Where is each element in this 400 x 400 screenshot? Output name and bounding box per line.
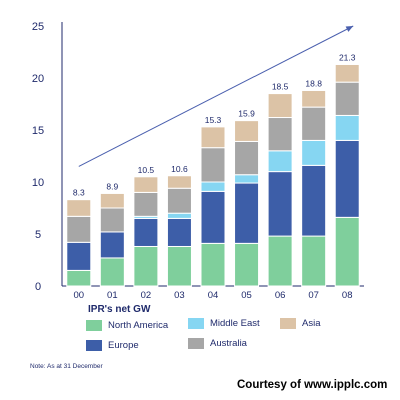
- y-tick-label: 20: [32, 73, 44, 85]
- x-tick-label: 01: [107, 290, 118, 300]
- legend-swatch-north-america: [86, 320, 102, 331]
- legend-swatch-asia: [280, 318, 296, 329]
- legend-item-asia: Asia: [280, 318, 320, 329]
- bar-segment-europe: [301, 164, 327, 237]
- bar-segment-north-america: [166, 245, 192, 287]
- bar-segment-north-america: [200, 242, 226, 287]
- courtesy-text: Courtesy of www.ipplc.com: [237, 379, 388, 391]
- legend-item-north-america: North America: [86, 320, 168, 331]
- bar-segment-middle-east: [334, 114, 360, 141]
- bar-segment-north-america: [99, 257, 125, 287]
- x-tick-label: 02: [141, 290, 152, 300]
- bar-segment-australia: [133, 191, 159, 217]
- legend-label-europe: Europe: [108, 340, 139, 351]
- legend-swatch-middle-east: [188, 318, 204, 329]
- bar-segment-australia: [99, 207, 125, 233]
- labels: 05101520258.3008.90110.50210.60315.30415…: [32, 21, 356, 300]
- bar-segment-middle-east: [200, 181, 226, 192]
- x-tick-label: 03: [174, 290, 185, 300]
- bar-segment-asia: [334, 63, 360, 83]
- bar-segment-north-america: [267, 235, 293, 287]
- legend-item-australia: Australia: [188, 338, 247, 349]
- bar-segment-europe: [166, 217, 192, 247]
- x-tick-label: 00: [73, 290, 84, 300]
- y-tick-label: 25: [32, 21, 44, 33]
- x-tick-label: 06: [275, 290, 286, 300]
- legend-label-australia: Australia: [210, 338, 247, 349]
- x-tick-label: 05: [241, 290, 252, 300]
- bar-segment-asia: [301, 89, 327, 108]
- bar-segment-australia: [234, 140, 260, 176]
- bar-segment-europe: [133, 217, 159, 247]
- legend-title: IPR's net GW: [88, 304, 151, 315]
- legend-item-middle-east: Middle East: [188, 318, 260, 329]
- y-tick-label: 10: [32, 177, 44, 189]
- bar-total-label: 10.6: [171, 164, 188, 174]
- x-tick-label: 07: [308, 290, 319, 300]
- bar-segment-middle-east: [267, 150, 293, 173]
- legend-swatch-australia: [188, 338, 204, 349]
- legend-label-north-america: North America: [108, 320, 169, 331]
- bar-segment-asia: [267, 93, 293, 119]
- bar-segment-north-america: [301, 235, 327, 287]
- bar-segment-europe: [334, 139, 360, 218]
- bars: [66, 63, 360, 287]
- bar-total-label: 8.3: [73, 188, 85, 198]
- y-tick-label: 5: [35, 229, 41, 241]
- bar-total-label: 10.5: [138, 165, 155, 175]
- x-tick-label: 04: [208, 290, 219, 300]
- bar-segment-australia: [301, 106, 327, 141]
- bar-total-label: 18.5: [272, 82, 289, 92]
- x-tick-label: 08: [342, 290, 353, 300]
- footnote: Note: As at 31 December: [30, 363, 103, 370]
- bar-segment-europe: [99, 231, 125, 259]
- bar-segment-asia: [200, 126, 226, 149]
- trend-arrow: [78, 25, 354, 167]
- bar-segment-australia: [200, 147, 226, 183]
- bar-segment-asia: [166, 175, 192, 189]
- bar-segment-asia: [234, 120, 260, 142]
- trend-arrow-head: [345, 26, 354, 32]
- bar-segment-europe: [66, 241, 92, 271]
- legend-swatch-europe: [86, 340, 102, 351]
- bar-segment-australia: [66, 215, 92, 243]
- bar-segment-europe: [200, 190, 226, 244]
- y-tick-label: 0: [35, 281, 41, 293]
- y-tick-label: 15: [32, 125, 44, 137]
- bar-segment-asia: [99, 192, 125, 209]
- bar-segment-asia: [133, 176, 159, 193]
- bar-segment-europe: [234, 182, 260, 244]
- legend-item-europe: Europe: [86, 340, 139, 351]
- bar-total-label: 8.9: [106, 181, 118, 191]
- legend-label-middle-east: Middle East: [210, 318, 260, 329]
- bar-segment-middle-east: [234, 174, 260, 184]
- bar-segment-middle-east: [301, 139, 327, 166]
- bar-total-label: 21.3: [339, 52, 356, 62]
- bar-segment-australia: [166, 187, 192, 214]
- stacked-bar-chart: 05101520258.3008.90110.50210.60315.30415…: [32, 21, 364, 300]
- legend: IPR's net GW North America Middle East A…: [86, 302, 386, 362]
- bar-segment-middle-east: [166, 212, 192, 219]
- bar-segment-north-america: [234, 242, 260, 287]
- bar-total-label: 15.9: [238, 109, 255, 119]
- bar-total-label: 18.8: [305, 78, 322, 88]
- legend-label-asia: Asia: [302, 318, 321, 329]
- bar-total-label: 15.3: [205, 115, 222, 125]
- bar-segment-north-america: [133, 245, 159, 287]
- bar-segment-north-america: [334, 216, 360, 287]
- bar-segment-australia: [267, 117, 293, 152]
- bar-segment-australia: [334, 81, 360, 116]
- bar-segment-europe: [267, 171, 293, 237]
- bar-segment-asia: [66, 199, 92, 217]
- trend-arrow-line: [78, 25, 354, 167]
- bar-segment-north-america: [66, 269, 92, 287]
